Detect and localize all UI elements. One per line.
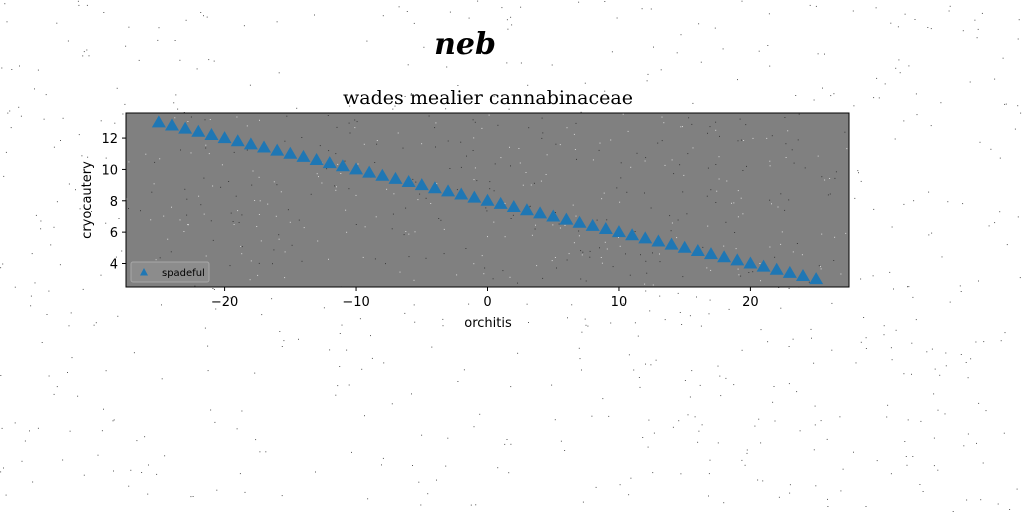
data-point	[638, 231, 653, 244]
y-tick-label: 4	[110, 257, 118, 272]
data-point	[322, 156, 337, 169]
data-point	[809, 272, 824, 285]
data-point	[441, 184, 456, 197]
data-point	[283, 146, 298, 159]
data-point	[782, 265, 797, 278]
data-point	[467, 190, 482, 203]
data-point	[362, 165, 377, 178]
data-point	[519, 203, 534, 216]
data-point	[677, 240, 692, 253]
data-point	[230, 134, 245, 147]
legend: spadeful	[130, 261, 210, 283]
x-tick-label: 10	[611, 295, 628, 310]
x-tick-label: −20	[211, 295, 238, 310]
data-point	[585, 218, 600, 231]
data-point	[217, 131, 232, 144]
legend-label-spadeful: spadeful	[162, 268, 205, 279]
data-point	[611, 225, 626, 238]
data-point	[270, 143, 285, 156]
data-point	[243, 137, 258, 150]
data-point	[572, 215, 587, 228]
data-point	[756, 259, 771, 272]
series-spadeful	[151, 115, 824, 285]
data-point	[309, 153, 324, 166]
chart-title: wades mealier cannabinaceae	[343, 87, 633, 109]
data-point	[795, 269, 810, 282]
data-point	[664, 237, 679, 250]
legend-marker-triangle	[140, 268, 148, 276]
data-point	[335, 159, 350, 172]
data-point	[204, 127, 219, 140]
data-point	[559, 212, 574, 225]
x-tick-label: 0	[483, 295, 491, 310]
data-point	[480, 193, 495, 206]
data-point	[493, 196, 508, 209]
data-point	[703, 247, 718, 260]
data-point	[769, 262, 784, 275]
data-point	[388, 171, 403, 184]
plot-speckle	[126, 113, 848, 288]
data-point	[546, 209, 561, 222]
data-point	[625, 228, 640, 241]
data-point	[178, 121, 193, 134]
y-tick-label: 6	[110, 226, 118, 241]
data-point	[454, 187, 469, 200]
data-point	[296, 149, 311, 162]
figure-suptitle: neb	[434, 27, 496, 62]
y-axis: 4 6 8 10 12	[101, 132, 126, 272]
x-axis: −20 −10 0 10 20	[211, 287, 759, 310]
data-point	[743, 256, 758, 269]
data-point	[401, 174, 416, 187]
data-point	[533, 206, 548, 219]
data-point	[257, 140, 272, 153]
x-axis-label: orchitis	[464, 316, 512, 331]
data-point	[191, 124, 206, 137]
data-point	[375, 168, 390, 181]
data-point	[690, 243, 705, 256]
data-point	[165, 118, 180, 131]
data-point	[717, 250, 732, 263]
y-tick-label: 12	[101, 132, 118, 147]
data-point	[598, 222, 613, 234]
data-point	[651, 234, 666, 247]
data-point	[151, 115, 166, 128]
y-tick-label: 10	[101, 163, 118, 178]
data-point	[730, 253, 745, 266]
legend-box	[130, 261, 210, 283]
y-tick-label: 8	[110, 195, 118, 210]
x-tick-label: 20	[742, 295, 759, 310]
data-point	[349, 162, 364, 175]
data-point	[427, 181, 442, 194]
data-point	[506, 200, 521, 213]
x-tick-label: −10	[342, 295, 369, 310]
data-point	[414, 178, 429, 191]
y-axis-label: cryocautery	[80, 161, 95, 239]
